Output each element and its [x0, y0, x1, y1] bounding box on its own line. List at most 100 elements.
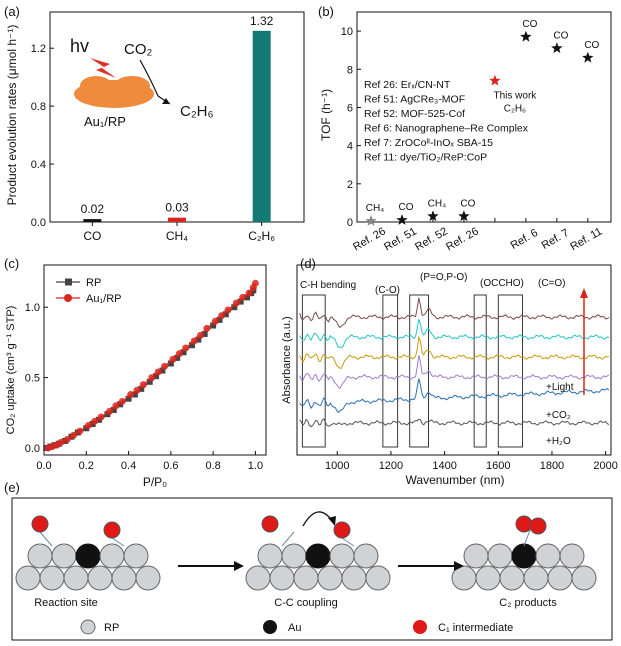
c-point — [251, 279, 259, 287]
c-xtick-label: 0.6 — [163, 460, 178, 472]
rp-atom-icon — [523, 565, 549, 591]
c1-intermediate-icon — [103, 521, 121, 539]
rp-atom-icon — [293, 565, 319, 591]
c-point — [125, 395, 132, 402]
inset-hv: hv — [70, 36, 89, 56]
d-region-box — [301, 294, 326, 448]
d-region-label: (C=O) — [538, 278, 566, 289]
b-xtick-label: Ref. 26 — [444, 225, 481, 253]
d-region-label: (C-O) — [375, 285, 400, 296]
b-xtick-label: Ref. 26 — [351, 225, 388, 253]
c-point — [211, 317, 219, 325]
chart-b-ylabel: TOF (h⁻¹) — [319, 89, 333, 141]
c-xtick-label: 0.2 — [79, 460, 94, 472]
b-xtick-label: Ref. 6 — [509, 227, 540, 252]
rp-atom-icon — [317, 565, 343, 591]
b-xtick-label: Ref. 52 — [413, 225, 450, 253]
rp-atom-icon — [27, 543, 53, 569]
b-legend-entry: Ref 6: Nanographene–Re Complex — [364, 123, 529, 135]
a-data-label: 0.02 — [81, 202, 105, 216]
d-region-box — [409, 294, 429, 448]
rp-atom-icon — [99, 543, 125, 569]
chart-d-frame — [296, 264, 612, 456]
c1-intermediate-icon — [333, 521, 351, 539]
a-xtick-label: C₂H₆ — [248, 229, 275, 243]
bond-line — [111, 537, 125, 547]
inset-catalyst: Au₁/RP — [84, 114, 126, 129]
arrow-right-icon — [454, 561, 464, 571]
rp-atom-icon — [39, 565, 65, 591]
c-point — [180, 349, 187, 356]
d-spectrum-line — [299, 319, 610, 348]
a-ytick-label: 0.8 — [31, 101, 46, 113]
c-point — [239, 293, 247, 301]
bond-line — [281, 531, 295, 547]
c-ytick-label: 0.0 — [25, 443, 40, 455]
c-legend-marker — [64, 294, 72, 302]
rp-atom-icon — [499, 565, 525, 591]
c-legend-label: Au₁/RP — [86, 293, 122, 305]
rp-atom-icon — [63, 565, 89, 591]
catalyst-cloud-icon-part — [114, 76, 150, 96]
c-point — [76, 427, 84, 435]
a-xtick-label: CO — [83, 229, 101, 243]
legend-rp-icon — [80, 619, 96, 635]
c-point — [231, 304, 238, 311]
b-point-label: CO — [398, 202, 413, 213]
rp-atom-icon — [281, 543, 307, 569]
b-xtick-label: Ref. 51 — [382, 225, 419, 253]
chart-c-frame — [43, 264, 267, 456]
chart-d: Absorbance (a.u.) C-H bending (C-O) (P=O,P… — [281, 264, 618, 487]
catalyst-cloud-icon-part — [80, 76, 112, 96]
c-point — [70, 431, 78, 439]
arrow-up-icon — [580, 288, 588, 298]
c-point — [222, 311, 229, 318]
b-point-label: CH₄ — [428, 198, 447, 209]
d-spectrum-line — [299, 378, 610, 414]
d-region-label: C-H bending — [300, 280, 356, 291]
b-point-star — [396, 214, 408, 225]
b-xtick-label: Ref. 11 — [568, 226, 604, 254]
d-curve-label: +Light — [546, 382, 574, 393]
d-spectrum-line — [299, 297, 610, 329]
b-point-star — [365, 215, 377, 226]
c-point — [218, 312, 226, 320]
legend-c1-icon — [413, 620, 427, 634]
c-legend-label: RP — [86, 277, 101, 289]
c-xtick-label: 0.0 — [36, 460, 51, 472]
legend-au-icon — [263, 620, 277, 634]
scheme-label-cc-coupling: C-C coupling — [274, 597, 338, 609]
d-curve-label: +H₂O — [546, 436, 571, 447]
d-xtick-label: 1600 — [486, 460, 510, 472]
c-point — [243, 294, 250, 301]
a-xtick-label: CH₄ — [166, 229, 188, 243]
c-point — [159, 367, 166, 374]
scheme-label-reaction-site: Reaction site — [34, 597, 98, 609]
chart-d-ylabel: Absorbance (a.u.) — [281, 316, 293, 403]
c-series-line — [48, 283, 256, 449]
b-legend-entry: Ref 51: AgCRe₃-MOF — [364, 94, 465, 106]
panel-label-d: (d) — [300, 256, 316, 271]
c-point — [106, 407, 114, 415]
rp-atom-icon — [257, 543, 283, 569]
c-point — [57, 438, 65, 446]
c-ytick-label: 1.0 — [25, 302, 40, 314]
b-ytick-label: 6 — [347, 102, 353, 114]
c-point — [201, 330, 208, 337]
scheme-label-c2-products: C₂ products — [499, 597, 557, 609]
c-point — [95, 416, 102, 423]
b-point-star — [458, 210, 470, 222]
rp-atom-icon — [487, 543, 513, 569]
arrow-right-icon — [234, 561, 244, 571]
d-region-box — [473, 294, 487, 448]
arrow-head-icon — [328, 516, 336, 526]
au-atom-icon — [75, 543, 101, 569]
bond-line — [523, 529, 531, 547]
b-point-label: CH₄ — [366, 203, 385, 214]
rp-atom-icon — [51, 543, 77, 569]
b-point-star — [551, 42, 563, 54]
c-point — [195, 336, 202, 343]
rp-atom-icon — [87, 565, 113, 591]
bond-line — [39, 531, 53, 547]
